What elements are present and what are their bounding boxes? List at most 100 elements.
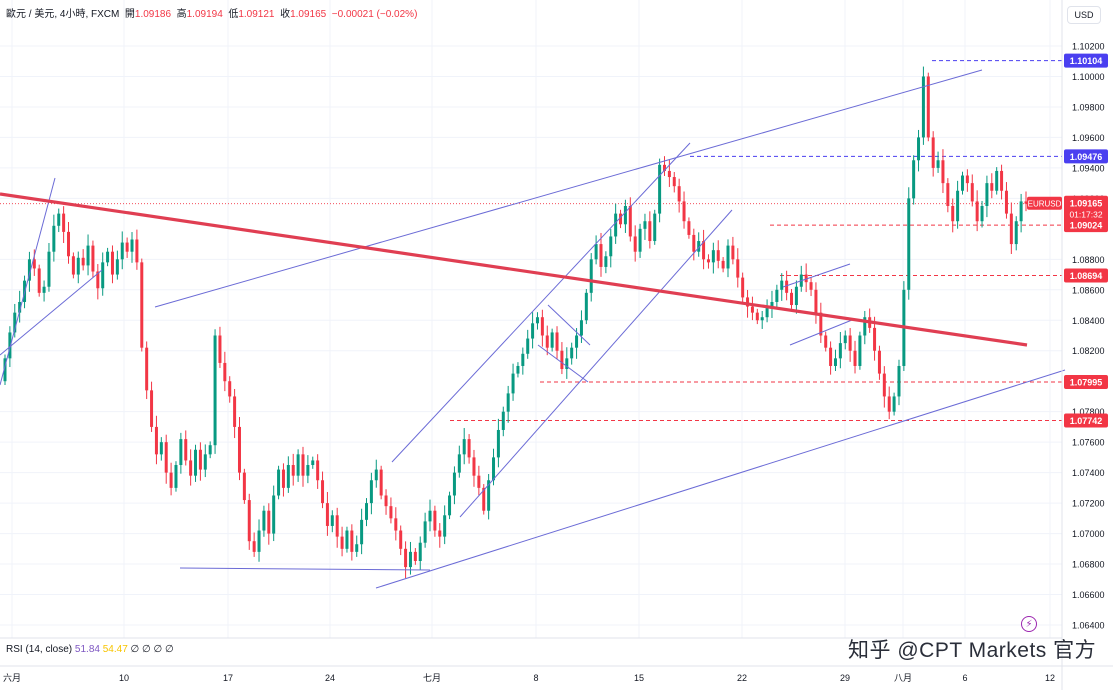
candle-body <box>829 347 833 366</box>
candle-body <box>628 205 632 237</box>
candle-body <box>252 541 256 552</box>
y-tick-label: 1.07200 <box>1072 499 1105 509</box>
price-tag-bg <box>1064 413 1108 428</box>
candle-body <box>150 390 154 427</box>
candle-body <box>956 190 960 222</box>
candle-body <box>492 457 496 481</box>
candle-body <box>770 301 774 309</box>
candle-body <box>790 292 794 306</box>
candle-body <box>692 234 696 252</box>
candle-body <box>267 510 271 534</box>
candle-body <box>584 292 588 321</box>
open-label: 開 <box>124 9 135 20</box>
candle-body <box>1024 201 1028 204</box>
candle-body <box>526 338 530 354</box>
candle-body <box>780 280 784 290</box>
candle-body <box>599 244 603 267</box>
candle-body <box>448 495 452 516</box>
candle-body <box>912 160 916 199</box>
trendlines[interactable] <box>0 69 1066 589</box>
candle-body <box>501 411 505 430</box>
candle-body <box>228 381 232 397</box>
price-tag-value: 1.07742 <box>1070 416 1103 426</box>
candle-body <box>184 439 188 461</box>
candle-body <box>706 259 710 263</box>
candle-body <box>418 542 422 562</box>
high-label: 高 <box>176 9 187 20</box>
candle-body <box>62 213 66 232</box>
symbol-title[interactable]: 歐元 / 美元, 4小時, FXCM <box>6 9 120 20</box>
candle-body <box>399 530 403 549</box>
candle-body <box>892 396 896 412</box>
candle-body <box>208 445 212 455</box>
candle-body <box>472 457 476 476</box>
price-tag-value: 1.08694 <box>1070 271 1103 281</box>
candle-body <box>697 241 701 252</box>
candle-body <box>311 460 315 466</box>
candle-body <box>858 335 862 366</box>
candle-body <box>384 495 388 507</box>
candle-body <box>369 480 373 504</box>
candle-body <box>985 183 989 206</box>
candle-body <box>86 245 90 266</box>
candle-body <box>281 469 285 488</box>
candle-body <box>882 373 886 397</box>
price-tag-bg <box>1064 374 1108 389</box>
time-axis[interactable]: 六月 10 17 24 七月 8 15 22 29 八月 6 12 <box>3 672 1055 683</box>
price-tag-value: 1.09165 <box>1070 199 1103 209</box>
candle-body <box>609 236 613 257</box>
candle-body <box>106 251 110 263</box>
trendline <box>154 69 983 308</box>
candle-body <box>863 317 867 336</box>
candle-body <box>169 472 173 488</box>
candle-body <box>374 469 378 481</box>
candle-body <box>76 257 80 275</box>
x-tick-label: 17 <box>223 673 233 683</box>
price-tag-bg <box>1064 268 1108 283</box>
candle-body <box>330 515 334 526</box>
candle-body <box>853 350 857 366</box>
candle-body <box>506 393 510 412</box>
candle-body <box>619 213 623 225</box>
candle-body <box>736 259 740 278</box>
candle-body <box>746 297 750 307</box>
y-tick-label: 1.06800 <box>1072 560 1105 570</box>
horizontal-levels <box>0 60 1062 422</box>
y-tick-label: 1.10000 <box>1072 72 1105 82</box>
candle-body <box>565 358 569 370</box>
candle-body <box>775 289 779 302</box>
candle-body <box>91 245 95 272</box>
candle-body <box>687 221 691 235</box>
candle-body <box>340 536 344 549</box>
candle-body <box>296 454 300 476</box>
candle-body <box>360 519 364 545</box>
candle-body <box>980 205 984 222</box>
candle-body <box>213 335 217 446</box>
x-tick-label: 8 <box>533 673 538 683</box>
candle-body <box>662 164 666 171</box>
candle-body <box>936 160 940 168</box>
candle-body <box>428 510 432 522</box>
candle-body <box>833 358 837 366</box>
candle-body <box>726 245 730 269</box>
candle-body <box>433 510 437 531</box>
price-tag-value: 1.09476 <box>1070 152 1103 162</box>
candle-body <box>159 442 163 455</box>
candle-body <box>814 289 818 313</box>
high-value: 1.09194 <box>186 9 223 20</box>
candle-body <box>755 312 759 321</box>
candle-body <box>18 301 22 313</box>
rsi-status-icons: ∅ ∅ ∅ ∅ <box>130 644 174 655</box>
trendline <box>391 142 691 463</box>
candle-body <box>115 259 119 275</box>
currency-button[interactable]: USD <box>1067 6 1101 24</box>
x-tick-label: 6 <box>962 673 967 683</box>
y-tick-label: 1.08400 <box>1072 316 1105 326</box>
candle-body <box>57 213 61 226</box>
rsi-label[interactable]: RSI (14, close) <box>6 644 73 655</box>
candle-body <box>682 201 686 222</box>
price-axis[interactable]: 1.102001.100001.098001.096001.094001.092… <box>1072 42 1105 631</box>
candle-body <box>120 242 124 260</box>
lightning-icon[interactable]: ⚡ <box>1021 616 1037 632</box>
